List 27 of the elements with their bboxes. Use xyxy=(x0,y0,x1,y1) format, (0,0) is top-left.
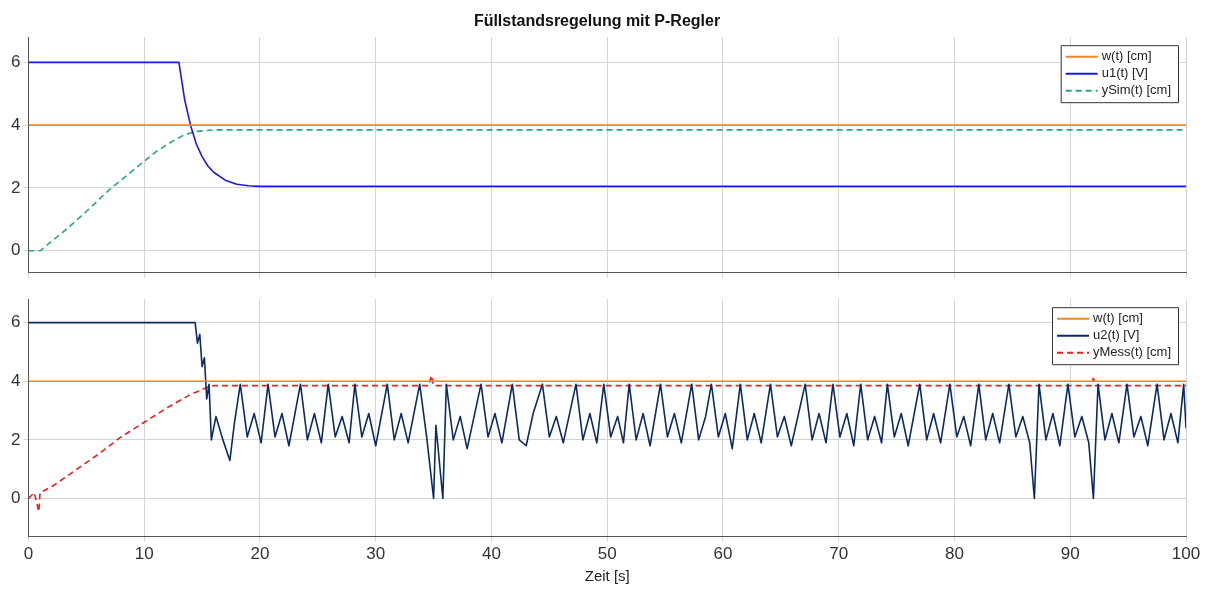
legend-label: u2(t) [V] xyxy=(1093,327,1140,343)
x-axis-title: Zeit [s] xyxy=(584,567,630,585)
legend-label: ySim(t) [cm] xyxy=(1101,82,1172,98)
legend-label: w(t) [cm] xyxy=(1100,48,1152,64)
y-tick-label: 2 xyxy=(10,429,21,449)
legend-label: yMess(t) [cm] xyxy=(1093,344,1172,360)
x-tick-label: 0 xyxy=(23,544,34,564)
x-tick-label: 90 xyxy=(1060,544,1080,564)
y-tick-label: 6 xyxy=(10,52,21,72)
x-tick-label: 30 xyxy=(366,544,386,564)
legend-label: u1(t) [V] xyxy=(1101,65,1148,81)
y-tick-label: 4 xyxy=(10,114,21,134)
y-tick-label: 2 xyxy=(10,177,21,197)
y-tick-label: 6 xyxy=(10,312,21,332)
legend-label: w(t) [cm] xyxy=(1092,310,1143,326)
x-tick-label: 50 xyxy=(597,544,617,564)
x-tick-label: 10 xyxy=(134,544,154,564)
y-tick-label: 0 xyxy=(10,488,21,508)
x-tick-label: 70 xyxy=(829,544,849,564)
chart-title: Füllstandsregelung mit P-Regler xyxy=(473,12,721,30)
x-tick-label: 100 xyxy=(1171,544,1201,564)
x-tick-label: 20 xyxy=(250,544,270,564)
x-tick-label: 80 xyxy=(945,544,964,564)
x-tick-label: 60 xyxy=(713,544,733,564)
x-tick-label: 40 xyxy=(482,544,501,564)
y-tick-label: 0 xyxy=(10,240,21,260)
y-tick-label: 4 xyxy=(10,370,21,390)
